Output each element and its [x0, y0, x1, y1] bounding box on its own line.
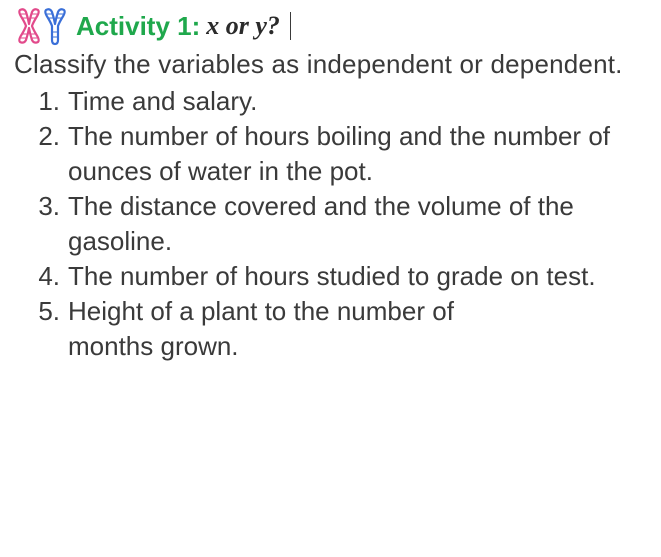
text-cursor-icon	[290, 12, 292, 40]
item-number: 3.	[30, 189, 60, 224]
item-number: 5.	[30, 294, 60, 329]
item-text-line2: months grown.	[68, 329, 647, 364]
xy-chromosome-icon	[14, 6, 70, 46]
list-item: 5. Height of a plant to the number of mo…	[64, 294, 647, 364]
worksheet-page: Activity 1: x or y? Classify the variabl…	[0, 0, 661, 375]
item-text: The distance covered and the volume of t…	[68, 191, 574, 256]
list-item: 1. Time and salary.	[64, 84, 647, 119]
header-row: Activity 1: x or y?	[14, 6, 647, 46]
item-text: The number of hours studied to grade on …	[68, 261, 596, 291]
list-item: 3. The distance covered and the volume o…	[64, 189, 647, 259]
instruction-text: Classify the variables as independent or…	[14, 48, 647, 82]
item-text: Time and salary.	[68, 86, 257, 116]
list-item: 2. The number of hours boiling and the n…	[64, 119, 647, 189]
question-list: 1. Time and salary. 2. The number of hou…	[14, 84, 647, 365]
item-number: 1.	[30, 84, 60, 119]
item-text-line1: Height of a plant to the number of	[68, 296, 454, 326]
activity-label: Activity 1:	[76, 11, 200, 42]
item-number: 2.	[30, 119, 60, 154]
list-item: 4. The number of hours studied to grade …	[64, 259, 647, 294]
activity-title: x or y?	[206, 11, 280, 41]
item-number: 4.	[30, 259, 60, 294]
item-text: The number of hours boiling and the numb…	[68, 121, 610, 186]
